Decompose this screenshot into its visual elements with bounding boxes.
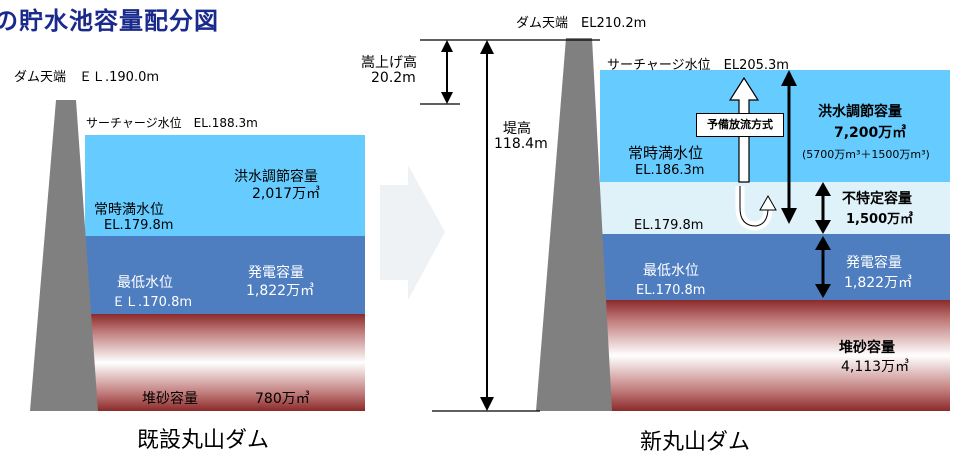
new-min-water-el: EL.170.8m <box>636 283 706 298</box>
raise-label: 嵩上げ高 <box>361 55 417 71</box>
new-power-label: 発電容量 <box>846 255 902 271</box>
new-normal-water-el: EL.186.3m <box>635 163 705 178</box>
old-min-water-label: 最低水位 <box>117 275 173 291</box>
page-title: の貯水池容量配分図 <box>0 7 219 35</box>
new-min-water-label: 最低水位 <box>643 263 699 279</box>
new-dam-body <box>536 38 612 411</box>
new-normal-water-label: 常時満水位 <box>628 144 704 162</box>
old-power-layer <box>85 236 365 314</box>
new-surcharge-label: サーチャージ水位 EL205.3m <box>607 58 789 73</box>
preliminary-release-box: 予備放流方式 <box>696 113 784 137</box>
old-crest-label: ダム天端 ＥＬ.190.0m <box>14 70 160 85</box>
height-label: 堤高 <box>503 121 531 137</box>
old-sediment-value: 780万㎥ <box>255 391 310 407</box>
new-dam-caption: 新丸山ダム <box>640 430 751 455</box>
new-power-value: 1,822万㎥ <box>844 275 913 291</box>
new-flood-control-breakdown: (5700万m³＋1500万m³) <box>802 148 930 161</box>
old-sediment-label: 堆砂容量 <box>142 391 198 407</box>
old-flood-control-value: 2,017万㎥ <box>252 186 321 202</box>
old-normal-water-el: EL.179.8m <box>104 218 174 233</box>
old-flood-control-layer <box>85 135 365 236</box>
unspecified-label: 不特定容量 <box>842 191 912 207</box>
old-power-label: 発電容量 <box>248 265 304 281</box>
old-power-value: 1,822万㎥ <box>246 283 315 299</box>
old-min-water-el: ＥＬ.170.8m <box>112 295 193 310</box>
new-power-layer <box>600 234 950 300</box>
new-el-179-label: EL.179.8m <box>634 218 704 233</box>
new-sediment-value: 4,113万㎥ <box>841 359 910 375</box>
new-sediment-label: 堆砂容量 <box>839 340 895 356</box>
old-flood-control-label: 洪水調節容量 <box>234 169 318 185</box>
old-surcharge-label: サーチャージ水位 EL.188.3m <box>86 116 258 130</box>
new-flood-control-label: 洪水調節容量 <box>818 104 902 120</box>
new-flood-control-value: 7,200万㎥ <box>834 125 907 141</box>
new-crest-label: ダム天端 EL210.2m <box>516 16 647 31</box>
unspecified-value: 1,500万㎥ <box>846 212 914 227</box>
old-dam-caption: 既設丸山ダム <box>137 428 270 453</box>
raise-value: 20.2m <box>371 70 416 86</box>
new-sediment-layer <box>600 300 950 411</box>
old-sediment-layer <box>85 314 365 411</box>
height-value: 118.4m <box>494 136 548 152</box>
old-normal-water-label: 常時満水位 <box>94 202 164 218</box>
